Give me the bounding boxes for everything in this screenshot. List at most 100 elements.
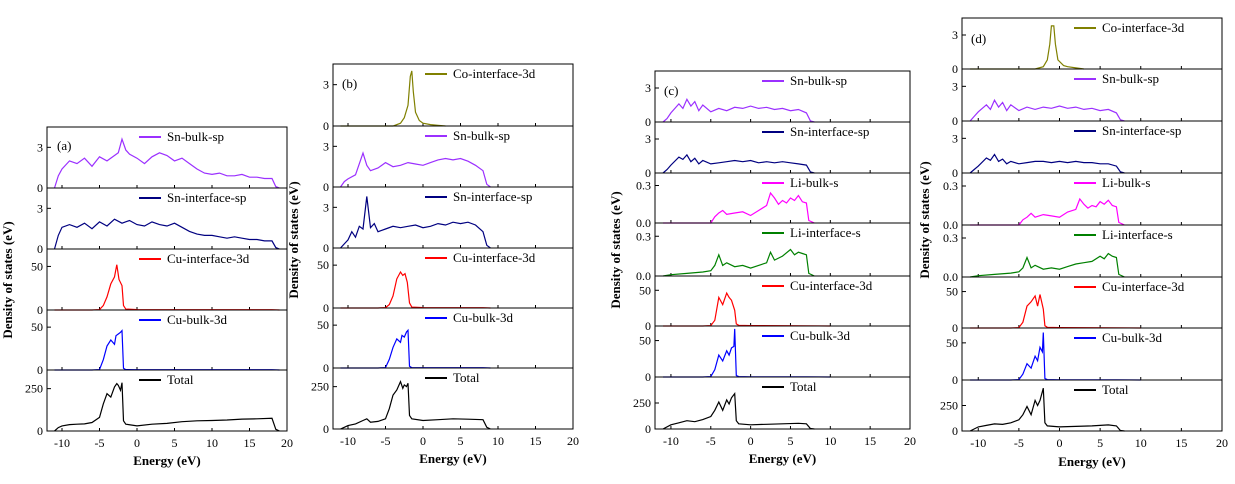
y-tick-label: 0	[323, 361, 329, 375]
y-tick-label: 250	[633, 396, 651, 410]
dos-line	[970, 25, 1084, 70]
x-axis-label: Energy (eV)	[749, 451, 817, 466]
legend-label: Cu-interface-3d	[1102, 279, 1185, 294]
x-tick-label: 20	[567, 434, 579, 448]
dos-line	[53, 137, 280, 189]
legend-label: Sn-bulk-sp	[167, 129, 224, 144]
y-tick-label: 50	[31, 259, 43, 273]
subplot-co-interface-3d: 0 3 Co-interface-3d	[323, 63, 574, 133]
subplot-sn-interface-sp: 0 3 Sn-interface-sp	[37, 187, 288, 256]
subplot-cu-interface-3d: 0 50 Cu-interface-3d	[639, 275, 911, 333]
legend-label: Sn-bulk-sp	[1102, 71, 1159, 86]
panel-label: (c)	[664, 83, 678, 98]
x-tick-label: 20	[281, 436, 293, 450]
subplot-frame	[961, 172, 1223, 226]
legend-label: Cu-interface-3d	[790, 278, 873, 293]
legend-label: Total	[453, 370, 480, 385]
y-tick-label: 0	[952, 166, 958, 180]
subplot-cu-interface-3d: 0 50 Cu-interface-3d	[31, 248, 288, 317]
panel-label: (d)	[971, 31, 986, 46]
subplot-frame	[961, 327, 1223, 381]
y-tick-label: 0	[645, 422, 651, 436]
y-tick-label: 3	[37, 201, 43, 215]
legend-label: Li-interface-s	[790, 225, 861, 240]
panel-label: (b)	[342, 76, 357, 91]
dos-line	[970, 294, 1141, 329]
subplot-frame	[961, 68, 1223, 122]
dos-line	[969, 153, 1125, 174]
y-tick-label: 50	[317, 318, 329, 332]
subplot-sn-bulk-sp: 0 3 Sn-bulk-sp	[952, 68, 1223, 128]
panel-3: 0 3 Co-interface-3d 0 3 Sn-bulk-sp 0 3 Sn-interf…	[917, 17, 1228, 469]
legend-label: Cu-interface-3d	[453, 250, 536, 265]
panel-0: 03Sn-bulk-sp03Sn-interface-sp050Cu-inter…	[0, 126, 293, 468]
y-tick-label: 250	[25, 382, 43, 396]
legend-label: Total	[1102, 382, 1129, 397]
subplot-li-interface-s: 0.0 0.3 Li-interface-s	[636, 222, 911, 283]
subplot-total: 0 250 Total	[311, 367, 574, 436]
y-tick-label: 0	[323, 422, 329, 436]
x-tick-label: 20	[904, 434, 916, 448]
y-tick-label: 250	[311, 380, 329, 394]
legend-label: Sn-bulk-sp	[790, 73, 847, 88]
y-tick-label: 0	[645, 319, 651, 333]
x-axis-label: Energy (eV)	[1058, 454, 1126, 469]
x-tick-label: 5	[787, 434, 793, 448]
subplot-cu-bulk-3d: 0 50 Cu-bulk-3d	[639, 325, 911, 384]
dos-line	[54, 382, 280, 432]
x-tick-label: -10	[663, 434, 679, 448]
dos-line	[663, 191, 815, 224]
legend-label: Cu-bulk-3d	[453, 310, 513, 325]
y-tick-label: 0	[952, 321, 958, 335]
dos-line	[340, 328, 491, 369]
x-tick-label: 15	[530, 434, 542, 448]
subplot-total: 0 250 Total	[25, 369, 288, 438]
y-tick-label: 3	[645, 132, 651, 146]
x-tick-label: 10	[824, 434, 836, 448]
legend-label: Li-bulk-s	[790, 175, 838, 190]
x-tick-label: 5	[1097, 436, 1103, 450]
legend-label: Li-bulk-s	[1102, 175, 1150, 190]
dos-line	[662, 248, 815, 277]
subplot-sn-interface-sp: 0 3 Sn-interface-sp	[645, 121, 911, 180]
y-tick-label: 0.3	[636, 179, 651, 193]
subplot-frame	[654, 222, 911, 277]
subplot-sn-bulk-sp: 0 3 Sn-bulk-sp	[37, 126, 288, 195]
y-tick-label: 0	[645, 370, 651, 384]
dos-line	[340, 196, 491, 249]
y-tick-label: 0	[323, 241, 329, 255]
legend-label: Total	[790, 379, 817, 394]
subplot-frame	[332, 367, 574, 430]
x-tick-label: -5	[381, 434, 391, 448]
x-axis-label: Energy (eV)	[419, 451, 487, 466]
dos-line	[663, 291, 831, 327]
subplot-frame	[654, 172, 911, 224]
x-tick-label: -5	[1014, 436, 1024, 450]
x-tick-label: -5	[95, 436, 105, 450]
legend-label: Sn-interface-sp	[453, 189, 532, 204]
subplot-li-bulk-s: 0.0 0.3 Li-bulk-s	[943, 172, 1223, 232]
dos-line	[340, 379, 491, 430]
y-tick-label: 0	[952, 424, 958, 438]
y-tick-label: 3	[323, 78, 329, 92]
legend-label: Sn-bulk-sp	[453, 128, 510, 143]
y-tick-label: 0	[37, 181, 43, 195]
x-tick-label: -10	[340, 434, 356, 448]
subplot-frame	[46, 369, 288, 432]
y-tick-label: 0	[37, 424, 43, 438]
y-tick-label: 0	[645, 115, 651, 129]
subplot-sn-interface-sp: 0 3 Sn-interface-sp	[952, 120, 1223, 180]
x-tick-label: 5	[172, 436, 178, 450]
legend-label: Co-interface-3d	[453, 66, 536, 81]
y-tick-label: 3	[37, 140, 43, 154]
x-tick-label: 5	[458, 434, 464, 448]
y-tick-label: 0.3	[943, 231, 958, 245]
y-tick-label: 50	[639, 334, 651, 348]
y-tick-label: 0.0	[943, 218, 958, 232]
y-tick-label: 3	[645, 81, 651, 95]
subplot-total: 0 250 Total	[940, 379, 1223, 438]
subplot-li-interface-s: 0.0 0.3 Li-interface-s	[943, 224, 1223, 284]
y-tick-label: 0	[37, 303, 43, 317]
y-tick-label: 0	[323, 119, 329, 133]
